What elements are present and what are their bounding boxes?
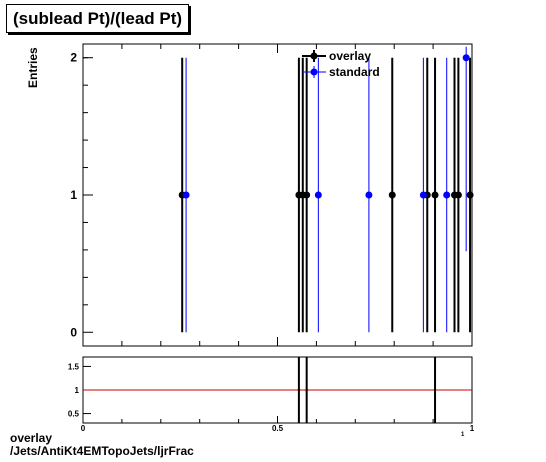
point-standard [314,191,322,199]
ratio-ytick-label: 1 [75,386,80,395]
point-standard [462,54,470,62]
main-ytick-label: 0 [70,325,77,339]
point-overlay [303,191,311,199]
legend: overlay standard [300,48,390,82]
y-axis-label: Entries [26,47,40,88]
point-overlay [388,191,396,199]
ratio-xtick-label: 0 [81,424,86,433]
y-axis-label-box: Entries [10,47,50,88]
footer-line-1: overlay [10,431,53,445]
point-standard [365,191,373,199]
main-ytick-label: 2 [70,51,77,65]
point-overlay [466,191,474,199]
ratio-ytick-label: 0.5 [68,410,80,419]
footer: overlay /Jets/AntiKt4EMTopoJets/ljrFrac [10,432,194,458]
ratio-xtick-label: 0.5 [272,424,284,433]
footer-line-2: /Jets/AntiKt4EMTopoJets/ljrFrac [10,444,194,458]
legend-entry-overlay: overlay [300,48,390,64]
point-standard [182,191,190,199]
legend-label-standard: standard [329,65,380,79]
legend-label-overlay: overlay [329,49,372,63]
ratio-xtick-label: 1 [470,424,475,433]
point-overlay [454,191,462,199]
main-ytick-label: 1 [70,188,77,202]
ratio-point [433,388,437,392]
point-standard [443,191,451,199]
ratio-point [305,388,308,392]
ratio-ytick-label: 1.5 [68,362,80,371]
point-overlay [431,191,439,199]
ratio-point [297,388,301,392]
chart-title: (sublead Pt)/(lead Pt) [6,4,190,33]
point-standard [419,191,427,199]
legend-entry-standard: standard [300,64,390,80]
corner-label: 1 [461,432,465,438]
